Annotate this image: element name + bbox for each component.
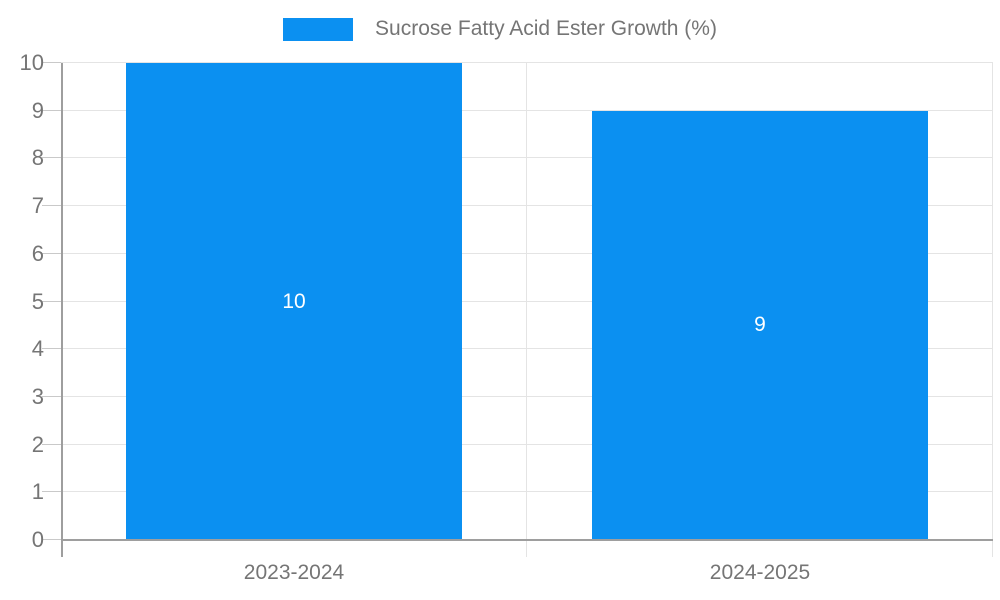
- y-tick-label: 0: [31, 527, 44, 552]
- y-tick-label: 8: [31, 145, 44, 171]
- gridline: [42, 491, 993, 493]
- y-tick-label: 6: [31, 240, 44, 266]
- y-tick: [42, 109, 61, 111]
- bar-value-label: 10: [282, 289, 306, 313]
- y-tick: [42, 205, 61, 207]
- y-axis-line: [61, 63, 63, 557]
- bar-2024-2025[interactable]: 9: [592, 110, 928, 540]
- bar-group-2023-2024: 10: [61, 63, 527, 540]
- x-axis-label: 2024-2025: [709, 561, 811, 584]
- y-tick: [42, 157, 61, 159]
- y-tick-label: 10: [19, 50, 44, 75]
- plot-area: 10 9: [42, 62, 993, 557]
- gridline: [42, 62, 993, 63]
- bar-group-2024-2025: 9: [527, 63, 993, 540]
- y-tick-label: 2: [31, 431, 44, 457]
- gridline: [42, 443, 993, 445]
- y-tick-label: 1: [31, 479, 44, 505]
- gridline: [42, 157, 993, 159]
- y-tick-label: 4: [31, 336, 44, 362]
- y-tick-label: 7: [31, 193, 44, 219]
- gridline-vertical: [526, 63, 527, 557]
- legend: Sucrose Fatty Acid Ester Growth (%): [0, 17, 1000, 41]
- legend-label: Sucrose Fatty Acid Ester Growth (%): [375, 17, 717, 40]
- gridline: [42, 395, 993, 397]
- y-tick: [42, 348, 61, 350]
- bar-2023-2024[interactable]: 10: [126, 63, 462, 540]
- gridline: [42, 252, 993, 254]
- gridline: [42, 109, 993, 111]
- y-tick-label: 5: [31, 288, 44, 314]
- legend-swatch: [283, 17, 354, 41]
- gridline: [42, 205, 993, 207]
- y-tick: [42, 539, 61, 540]
- gridline: [42, 300, 993, 302]
- y-tick: [42, 252, 61, 254]
- x-axis-baseline: [61, 539, 993, 541]
- y-tick: [42, 443, 61, 445]
- gridline-vertical: [992, 63, 993, 557]
- gridline: [42, 348, 993, 350]
- y-tick: [42, 395, 61, 397]
- x-axis-label: 2023-2024: [243, 561, 345, 584]
- bar-value-label: 9: [754, 313, 766, 337]
- y-tick-label: 9: [31, 97, 44, 123]
- y-tick-label: 3: [31, 383, 44, 409]
- y-tick: [42, 62, 61, 63]
- y-tick: [42, 491, 61, 493]
- y-tick: [42, 300, 61, 302]
